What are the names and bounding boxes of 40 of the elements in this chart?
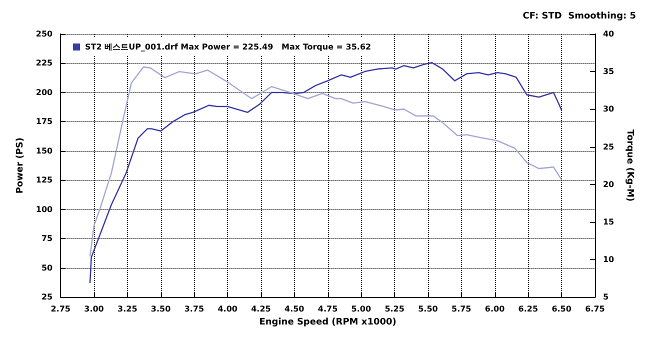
x-tick-label: 6.25 xyxy=(518,304,538,314)
y2-tick-label: 5 xyxy=(602,292,609,302)
x-tick-label: 4.50 xyxy=(284,304,305,314)
y2-tick-label: 40 xyxy=(602,30,615,38)
y-tick-label: 100 xyxy=(36,204,54,214)
y-axis-title: Power (PS) xyxy=(16,138,26,194)
x-tick-label: 3.00 xyxy=(84,304,104,314)
x-tick-label: 3.75 xyxy=(184,304,204,314)
y2-tick-label: 35 xyxy=(602,67,615,76)
x-tick-label: 5.25 xyxy=(384,304,405,314)
x-tick-label: 5.00 xyxy=(351,304,372,314)
x-tick-label: 3.50 xyxy=(150,304,172,314)
x-tick-label: 6.00 xyxy=(484,304,506,314)
x-tick-label: 2.75 xyxy=(50,304,71,314)
y-tick-label: 25 xyxy=(41,292,54,302)
x-tick-label: 4.25 xyxy=(251,304,272,314)
y-tick-label: 50 xyxy=(41,263,54,272)
y2-axis-title: Torque (Kg-M) xyxy=(624,130,634,202)
x-tick-label: 3.25 xyxy=(118,304,138,314)
x-tick-label: 5.75 xyxy=(452,304,472,314)
x-tick-label: 4.00 xyxy=(218,304,238,314)
x-tick-label: 5.50 xyxy=(418,304,438,314)
y-tick-label: 225 xyxy=(36,58,54,68)
y2-tick-label: 20 xyxy=(602,180,615,189)
y2-tick-label: 15 xyxy=(602,217,615,226)
x-tick-label: 6.50 xyxy=(552,304,572,314)
y-tick-label: 150 xyxy=(36,146,54,156)
x-tick-label: 6.75 xyxy=(585,304,606,314)
y2-tick-label: 25 xyxy=(602,142,615,152)
x-tick-label: 4.75 xyxy=(318,304,338,314)
y-tick-label: 75 xyxy=(41,234,54,244)
x-axis-title: Engine Speed (RPM x1000) xyxy=(259,318,396,328)
y-tick-label: 125 xyxy=(36,176,54,185)
y-tick-label: 250 xyxy=(36,30,54,38)
text: CF: STD Smoothing: 5 xyxy=(522,12,636,22)
y-tick-label: 175 xyxy=(36,117,54,126)
legend-label: ST2 베스트UP_001.drf Max Power = 225.49 Max Torque = 35.62 xyxy=(85,42,372,52)
y2-tick-label: 30 xyxy=(602,104,615,114)
y-tick-label: 200 xyxy=(36,88,54,97)
y2-tick-label: 10 xyxy=(602,255,615,264)
